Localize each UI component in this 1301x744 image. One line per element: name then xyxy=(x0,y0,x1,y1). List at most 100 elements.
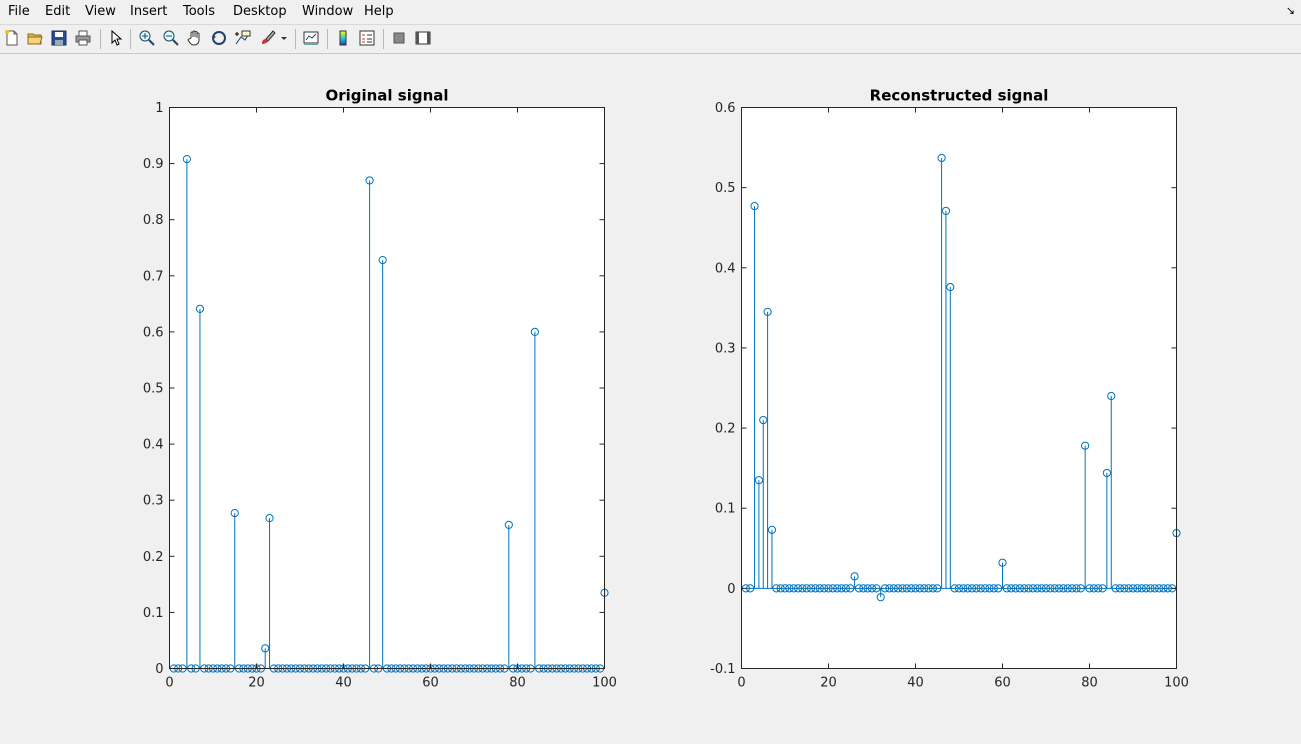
stem-marker xyxy=(902,584,911,593)
new-figure-icon[interactable] xyxy=(2,28,22,48)
stem-marker xyxy=(1059,584,1068,593)
stem-marker xyxy=(1094,584,1103,593)
stem-marker xyxy=(759,415,768,425)
axes-background xyxy=(741,107,1177,669)
stem-marker xyxy=(911,584,920,593)
stem-marker xyxy=(1146,584,1155,593)
x-tick-label: 40 xyxy=(907,676,924,691)
stem-marker xyxy=(1033,584,1042,593)
rotate-3d-icon[interactable] xyxy=(209,28,229,48)
stem-marker xyxy=(802,584,811,593)
stem-marker xyxy=(998,558,1007,567)
stem-marker xyxy=(1107,391,1116,401)
stem-marker xyxy=(1007,584,1016,593)
menu-help[interactable]: Help xyxy=(364,4,394,19)
y-tick-label: 0.3 xyxy=(715,341,736,356)
stem-marker xyxy=(933,584,942,593)
stem-marker xyxy=(976,584,985,593)
stem-marker xyxy=(854,584,864,593)
y-tick-label: 0.3 xyxy=(143,494,164,509)
open-file-icon[interactable] xyxy=(25,28,45,48)
undock-arrow-icon[interactable]: ↘ xyxy=(1285,4,1295,17)
stem-marker xyxy=(850,572,859,581)
zoom-in-icon[interactable] xyxy=(137,28,157,48)
chevron-down-icon[interactable] xyxy=(278,28,290,48)
x-tick-label: 80 xyxy=(509,676,526,691)
y-tick-label: 0.6 xyxy=(143,325,164,340)
brush-icon[interactable] xyxy=(257,28,277,48)
stem-marker xyxy=(954,584,964,593)
stem-marker xyxy=(1098,584,1107,593)
stem-marker xyxy=(776,584,785,593)
stem-marker xyxy=(230,509,239,518)
stem-marker xyxy=(793,584,803,593)
axes-background xyxy=(169,107,605,669)
toolbar-separator xyxy=(327,29,328,49)
colorbar-icon[interactable] xyxy=(333,28,353,48)
stem-marker xyxy=(798,584,807,593)
toolbar-separator xyxy=(130,29,131,49)
y-tick-label: 0.5 xyxy=(143,382,164,397)
stem-marker xyxy=(924,584,933,593)
toolbar-separator xyxy=(100,29,101,49)
pan-hand-icon[interactable] xyxy=(185,28,205,48)
show-plot-tools-icon[interactable] xyxy=(413,28,433,48)
chart-title: Original signal xyxy=(325,87,448,105)
stem-marker xyxy=(1011,584,1020,593)
stem-marker xyxy=(1024,584,1033,593)
stem-marker xyxy=(837,584,846,593)
stem-marker xyxy=(1041,584,1051,593)
menu-window[interactable]: Window xyxy=(302,4,354,19)
menu-tools[interactable]: Tools xyxy=(183,4,216,19)
menu-view[interactable]: View xyxy=(85,4,116,19)
stem-marker xyxy=(1076,584,1085,593)
legend-icon[interactable] xyxy=(357,28,377,48)
stem-marker xyxy=(1133,584,1142,593)
stem-marker xyxy=(1085,584,1094,593)
y-tick-label: 0.8 xyxy=(143,213,164,228)
edit-plot-arrow-icon[interactable] xyxy=(106,28,126,48)
stem-marker xyxy=(1002,584,1011,593)
stem-marker xyxy=(920,584,929,593)
axes-original-signal[interactable]: 0 20 40 60 80 100 0 0.1 0.2 0.3 0.4 0.5 0.6 0.7 0.8 0.9… xyxy=(143,87,617,691)
y-tick-label: 0.1 xyxy=(715,502,736,517)
menu-desktop[interactable]: Desktop xyxy=(233,4,287,19)
x-tick-label: 0 xyxy=(737,676,745,691)
stem-marker xyxy=(1111,584,1120,593)
stem-marker xyxy=(846,584,855,593)
x-tick-label: 0 xyxy=(165,676,173,691)
stem-marker xyxy=(1050,584,1059,593)
chart-title: Reconstructed signal xyxy=(870,87,1049,105)
hide-plot-tools-icon[interactable] xyxy=(389,28,409,48)
menu-edit[interactable]: Edit xyxy=(45,4,71,19)
stem-marker xyxy=(815,584,824,593)
stem-marker xyxy=(1046,584,1055,593)
stem-marker xyxy=(807,584,816,593)
stem-marker xyxy=(967,584,977,593)
stem-marker xyxy=(261,644,270,653)
stem-series xyxy=(741,153,1181,602)
menu-insert[interactable]: Insert xyxy=(130,4,168,19)
axes-reconstructed-signal[interactable]: 0 20 40 60 80 100-0.100.10.20.30.40.50.6 Reco… xyxy=(710,87,1189,691)
link-plot-icon[interactable] xyxy=(301,28,321,48)
stem-marker xyxy=(1072,584,1081,593)
stem-marker xyxy=(928,584,938,593)
stem-marker xyxy=(1120,584,1129,593)
stem-marker xyxy=(1124,584,1133,593)
x-tick-label: 40 xyxy=(335,676,352,691)
print-icon[interactable] xyxy=(73,28,93,48)
zoom-out-icon[interactable] xyxy=(161,28,181,48)
stem-marker xyxy=(182,155,191,164)
menu-file[interactable]: File xyxy=(8,4,30,19)
x-tick-label: 20 xyxy=(248,676,265,691)
y-tick-label: 0.2 xyxy=(715,422,736,437)
stem-marker xyxy=(872,584,881,593)
stem-marker xyxy=(959,584,968,593)
save-icon[interactable] xyxy=(49,28,69,48)
stem-marker xyxy=(994,584,1003,593)
stem-marker xyxy=(1028,584,1038,593)
stem-marker xyxy=(1102,468,1112,478)
stem-marker xyxy=(1081,441,1090,450)
data-cursor-icon[interactable] xyxy=(233,28,253,48)
x-tick-label: 60 xyxy=(994,676,1011,691)
